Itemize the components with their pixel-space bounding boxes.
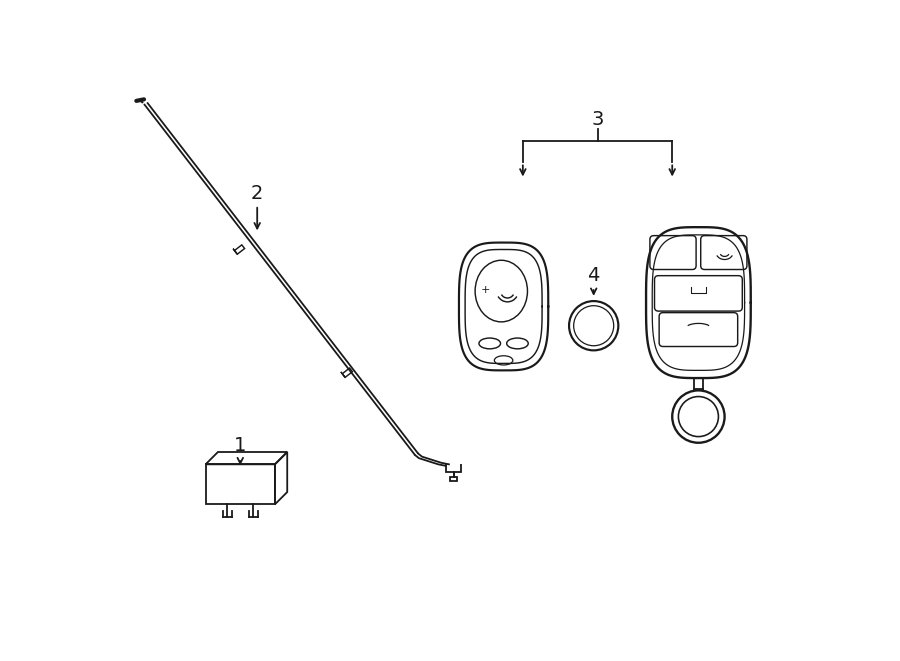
Text: 1: 1 [234, 436, 247, 455]
Text: 4: 4 [588, 266, 600, 285]
Text: +: + [481, 284, 490, 295]
Text: 3: 3 [591, 110, 604, 129]
Text: 2: 2 [251, 184, 264, 203]
